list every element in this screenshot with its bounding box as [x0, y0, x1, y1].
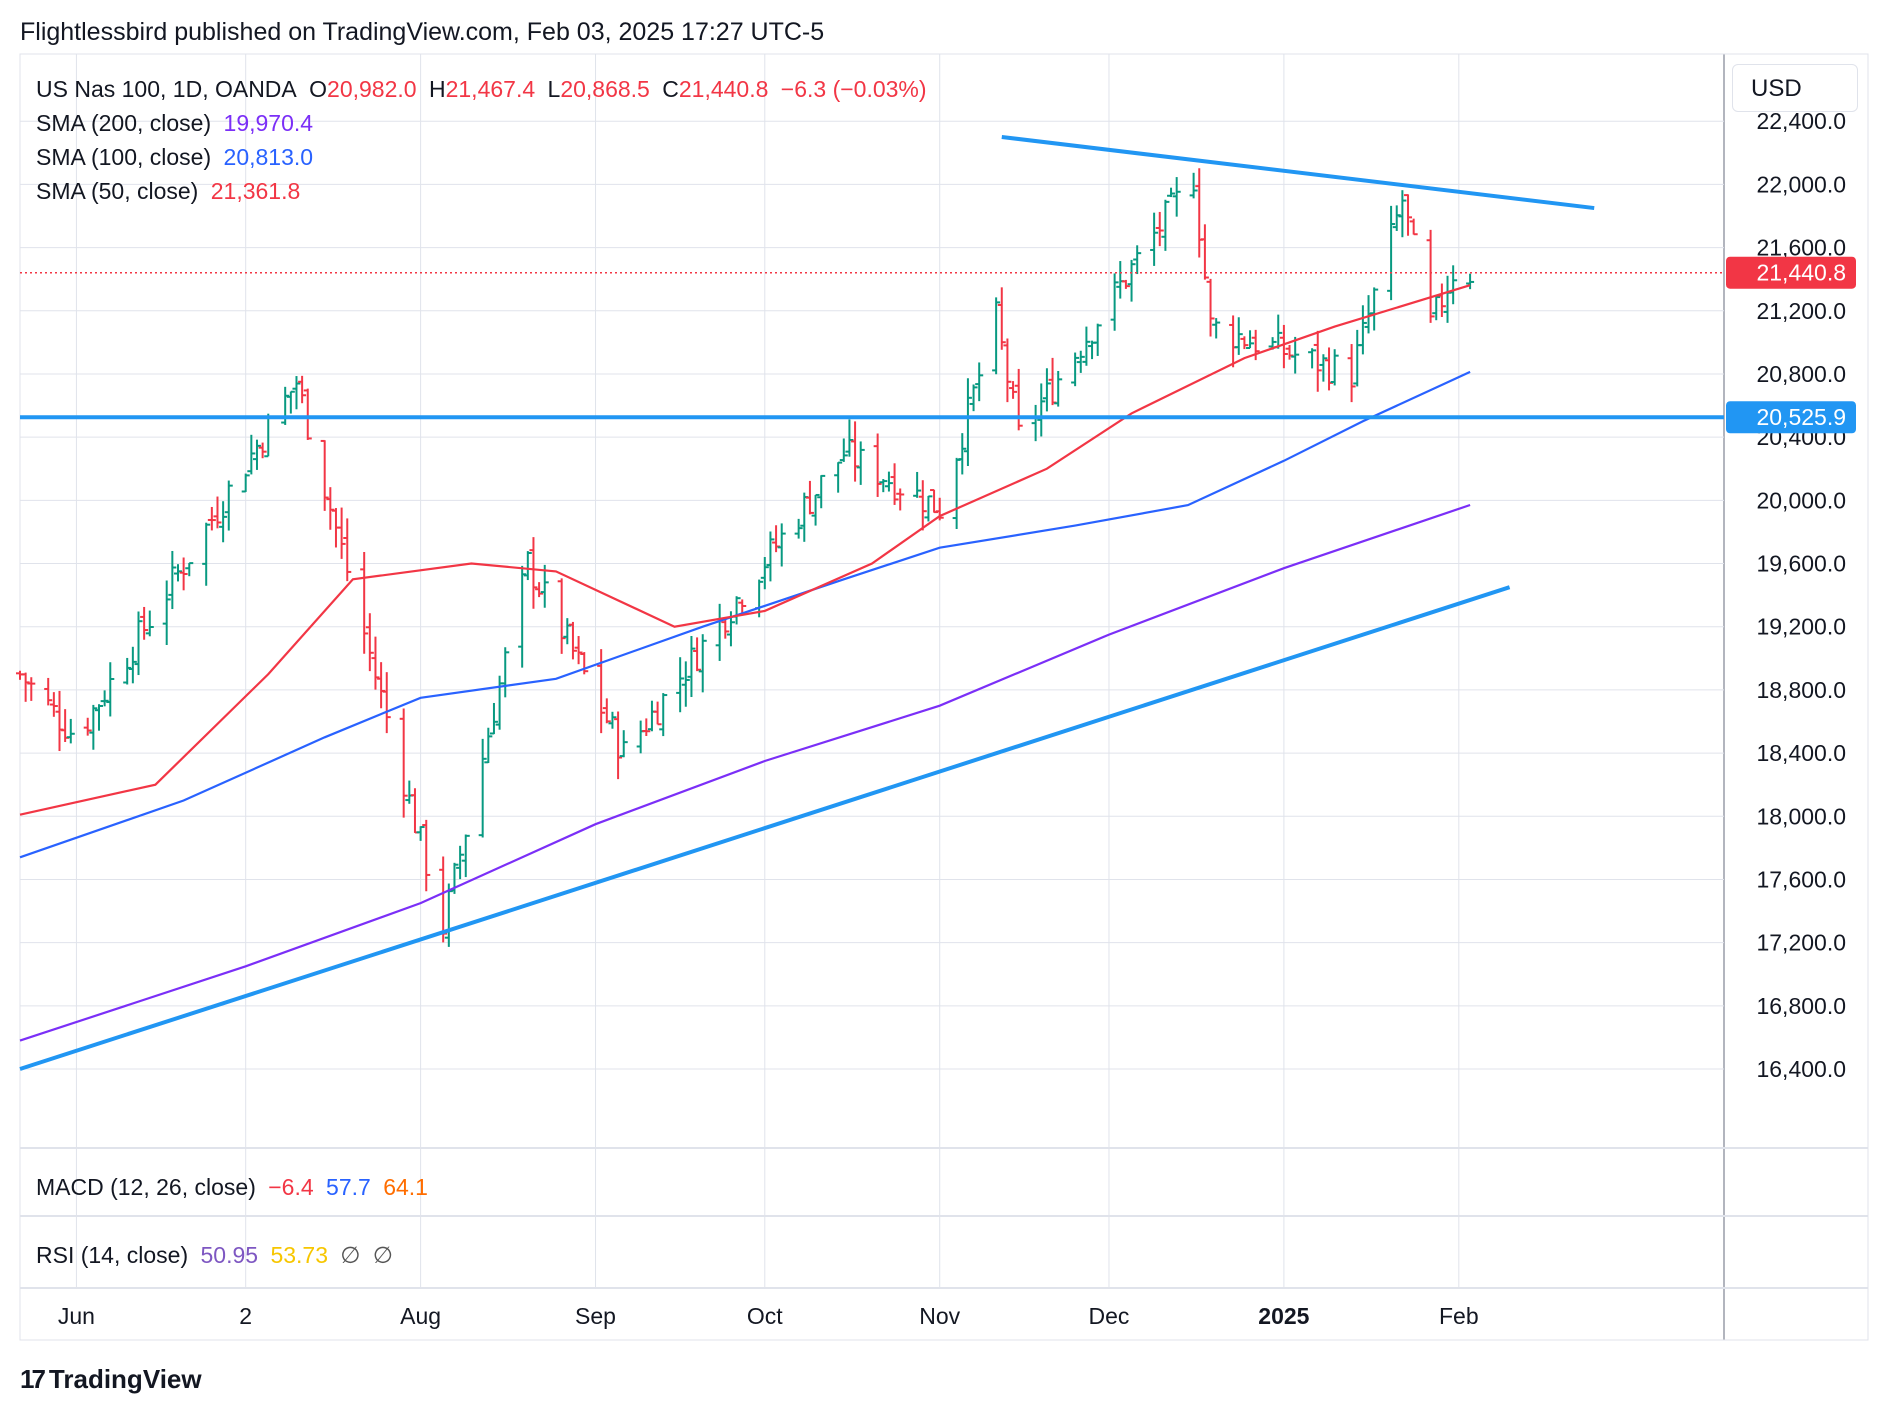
high-label: H — [428, 76, 446, 102]
x-tick-label: Aug — [400, 1303, 441, 1329]
tradingview-logo[interactable]: 17 TradingView — [20, 1364, 202, 1395]
sma50-value: 21,361.8 — [210, 178, 301, 204]
y-tick-label: 20,800.0 — [1756, 361, 1846, 387]
y-tick-label: 19,200.0 — [1756, 614, 1846, 640]
x-tick-label: 2025 — [1258, 1303, 1309, 1329]
y-tick-label: 19,600.0 — [1756, 551, 1846, 577]
sma100-value: 20,813.0 — [223, 144, 314, 170]
x-tick-label: Feb — [1439, 1303, 1479, 1329]
low-label: L — [547, 76, 561, 102]
brand-name: TradingView — [48, 1364, 202, 1394]
close-value: 21,440.8 — [678, 76, 769, 102]
sma100-line — [19, 370, 1471, 859]
x-tick-label: Dec — [1089, 1303, 1130, 1329]
x-tick-label: Oct — [747, 1303, 783, 1329]
x-tick-label: Sep — [575, 1303, 616, 1329]
y-tick-label: 22,400.0 — [1756, 108, 1846, 134]
sma200-line — [19, 503, 1471, 1042]
publisher-header: Flightlessbird published on TradingView.… — [20, 18, 825, 46]
x-tick-label: Nov — [919, 1303, 960, 1329]
macd-value-2: 57.7 — [326, 1174, 371, 1200]
open-label: O — [309, 76, 328, 102]
rsi-value-4: ∅ — [372, 1242, 393, 1268]
ohlc-legend: US Nas 100, 1D, OANDA O20,982.0 H21,467.… — [36, 76, 933, 103]
rsi-value-1: 50.95 — [200, 1242, 259, 1268]
open-value: 20,982.0 — [327, 76, 417, 102]
y-tick-label: 16,400.0 — [1756, 1056, 1846, 1082]
trendline-upper — [1001, 134, 1595, 211]
high-value: 21,467.4 — [445, 76, 536, 102]
price-tag-label: 20,525.9 — [1756, 404, 1846, 430]
symbol-label[interactable]: US Nas 100, 1D, OANDA — [36, 76, 297, 102]
sma50-label: SMA (50, close) — [36, 178, 199, 204]
macd-value-1: −6.4 — [268, 1174, 314, 1200]
sma100-label: SMA (100, close) — [36, 144, 212, 170]
y-tick-label: 21,200.0 — [1756, 298, 1846, 324]
x-tick-label: Jun — [58, 1303, 95, 1329]
y-tick-label: 21,600.0 — [1756, 235, 1846, 261]
y-tick-label: 22,000.0 — [1756, 171, 1846, 197]
change-value: −6.3 (−0.03%) — [780, 76, 927, 102]
y-tick-label: 16,800.0 — [1756, 993, 1846, 1019]
macd-label: MACD (12, 26, close) — [36, 1174, 256, 1200]
y-tick-label: 18,800.0 — [1756, 677, 1846, 703]
y-tick-label: 17,600.0 — [1756, 866, 1846, 892]
y-tick-label: 18,000.0 — [1756, 803, 1846, 829]
price-tag — [1726, 401, 1856, 434]
rsi-value-2: 53.73 — [270, 1242, 329, 1268]
macd-legend[interactable]: MACD (12, 26, close) −6.4 57.7 64.1 — [36, 1174, 434, 1201]
currency-selector[interactable]: USD — [1732, 64, 1858, 112]
y-tick-label: 20,000.0 — [1756, 487, 1846, 513]
tradingview-logo-icon: 17 — [20, 1364, 46, 1394]
close-label: C — [662, 76, 679, 102]
price-tag — [1726, 256, 1856, 289]
sma50-legend[interactable]: SMA (50, close) 21,361.8 — [36, 178, 306, 205]
sma100-legend[interactable]: SMA (100, close) 20,813.0 — [36, 144, 319, 171]
price-tag-label: 21,440.8 — [1756, 260, 1846, 286]
chart-frame — [19, 53, 1869, 1341]
sma200-label: SMA (200, close) — [36, 110, 212, 136]
y-tick-label: 18,400.0 — [1756, 740, 1846, 766]
sma200-legend[interactable]: SMA (200, close) 19,970.4 — [36, 110, 319, 137]
y-tick-label: 17,200.0 — [1756, 930, 1846, 956]
trendline-lower — [19, 585, 1511, 1071]
rsi-legend[interactable]: RSI (14, close) 50.95 53.73 ∅ ∅ — [36, 1242, 399, 1269]
rsi-value-3: ∅ — [340, 1242, 361, 1268]
sma50-line — [19, 284, 1471, 816]
x-tick-label: 2 — [239, 1303, 252, 1329]
rsi-label: RSI (14, close) — [36, 1242, 189, 1268]
macd-value-3: 64.1 — [383, 1174, 428, 1200]
sma200-value: 19,970.4 — [223, 110, 314, 136]
low-value: 20,868.5 — [560, 76, 650, 102]
